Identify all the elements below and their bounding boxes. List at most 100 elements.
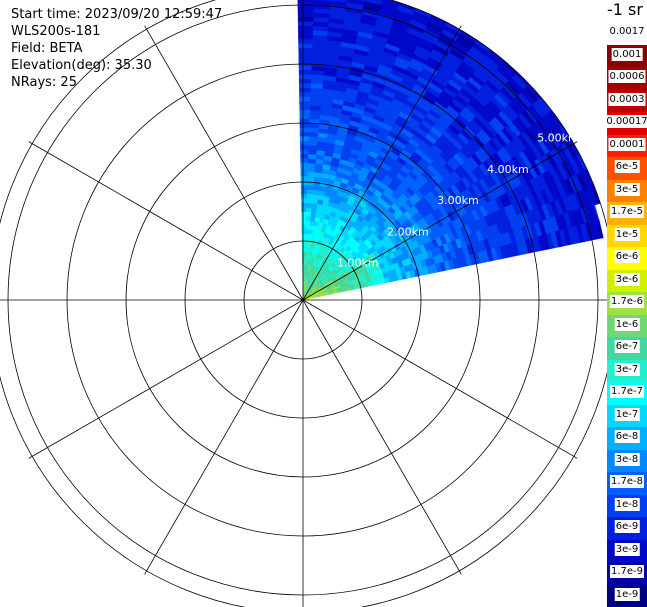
colorbar-swatch: 1.7e-8 [607, 472, 647, 495]
range-gate-cell [299, 100, 312, 106]
colorbar-swatch: 0.0017 [607, 22, 647, 45]
elevation-label: Elevation(deg): 35.30 [11, 58, 152, 73]
range-ring-label: 2.00km [387, 226, 429, 239]
range-gate-cell [298, 74, 313, 80]
colorbar-tick-label: 6e-7 [614, 340, 640, 353]
colorbar-swatch: 1e-9 [607, 584, 647, 607]
colorbar-swatch: 6e-6 [607, 247, 647, 270]
azimuth-spoke [302, 141, 578, 301]
range-gate-cell [299, 109, 312, 115]
colorbar-swatch: 1.7e-6 [607, 292, 647, 315]
colorbar-swatch: 6e-5 [607, 157, 647, 180]
range-gate-cell [300, 162, 310, 168]
range-gate-cell [300, 180, 309, 186]
range-gate-cell [297, 7, 316, 13]
range-gate-cell [307, 162, 317, 169]
colorbar-tick-label: 1.7e-5 [609, 205, 645, 218]
range-ring-label: 3.00km [437, 194, 479, 207]
colorbar-tick-label: 3e-8 [614, 452, 640, 466]
colorbar-swatch: 3e-7 [607, 359, 647, 382]
range-gate-cell [298, 60, 314, 66]
colorbar-tick-label: 1e-5 [614, 227, 640, 241]
colorbar-swatch: 1e-7 [607, 404, 647, 427]
range-gate-cell [330, 0, 350, 3]
range-gate-cell [300, 144, 310, 150]
colorbar-tick-label: 0.0017 [608, 25, 646, 38]
colorbar-tick-label: 3e-7 [614, 362, 640, 376]
range-gate-cell [308, 153, 318, 160]
colorbar-swatch: 1.7e-9 [607, 562, 647, 585]
range-gate-cell [298, 51, 314, 58]
azimuth-spoke [302, 25, 462, 301]
nrays-label: NRays: 25 [11, 75, 77, 90]
colorbar-swatch: 3e-6 [607, 269, 647, 292]
range-gate-cell [298, 47, 315, 53]
colorbar-swatch: 0.00017 [605, 112, 647, 135]
range-gate-cell [300, 184, 309, 190]
azimuth-spoke [302, 299, 462, 575]
range-gate-cell [298, 34, 315, 40]
range-ring-label: 4.00km [487, 163, 529, 176]
azimuth-spoke [144, 299, 304, 575]
range-gate-cell [299, 91, 313, 97]
polar-grid [0, 0, 607, 607]
colorbar-swatch: 1.7e-5 [607, 202, 647, 225]
range-gate-cell [299, 96, 312, 102]
range-gate-cell [300, 189, 308, 195]
colorbar-tick-label: 6e-8 [614, 430, 640, 443]
range-gate-cell [299, 118, 312, 124]
range-gate-cell [298, 78, 313, 84]
azimuth-spoke [302, 299, 578, 459]
colorbar-tick-label: 6e-5 [614, 160, 640, 173]
colorbar-swatch: 1e-8 [607, 494, 647, 517]
colorbar-tick-label: 1.7e-8 [609, 475, 645, 488]
range-gate-cell [297, 12, 316, 18]
range-gate-cell [297, 16, 316, 22]
colorbar-swatch: 0.001 [607, 44, 647, 67]
colorbar-tick-label: 1.7e-9 [609, 565, 645, 578]
range-gate-cell [298, 29, 315, 35]
range-ring-labels: 1.00km 2.00km 3.00km 4.00km 5.00km [337, 132, 579, 270]
colorbar-tick-label: 1e-6 [614, 317, 640, 331]
range-gate-cell [297, 21, 316, 27]
colorbar-swatch: 3e-8 [607, 449, 647, 472]
range-gate-cell [300, 149, 310, 155]
azimuth-spoke [144, 25, 304, 301]
colorbar-swatch: 0.0006 [607, 67, 647, 90]
range-gate-cell [297, 25, 316, 31]
colorbar-swatch: 6e-8 [607, 427, 647, 450]
range-gate-cell [300, 158, 310, 164]
range-gate-cell [298, 69, 314, 75]
colorbar-tick-label: 1e-8 [614, 497, 640, 511]
range-gate-cell [301, 202, 308, 208]
colorbar-tick-label: 0.0001 [608, 137, 646, 151]
range-gate-cell [297, 0, 317, 5]
range-gate-cell [321, 0, 333, 1]
colorbar-unit: -1 sr [607, 0, 643, 19]
range-gate-cell [298, 56, 314, 62]
range-gate-cell [597, 219, 604, 239]
colorbar-tick-label: 3e-5 [614, 182, 640, 196]
range-gate-cell [299, 122, 311, 128]
range-gate-cell [298, 43, 315, 49]
colorbar-tick-label: 6e-9 [614, 520, 640, 533]
range-gate-cell [301, 211, 308, 217]
colorbar-tick-label: 3e-9 [614, 542, 640, 556]
colorbar-tick-label: 0.001 [611, 47, 643, 61]
colorbar-tick-label: 3e-6 [614, 272, 640, 286]
range-gate-cell [299, 105, 312, 111]
range-gate-cell [299, 87, 313, 93]
colorbar-swatch: 6e-9 [607, 517, 647, 540]
colorbar-swatch: 0.0003 [607, 89, 647, 112]
instrument-label: WLS200s-181 [11, 24, 101, 39]
colorbar-tick-label: 6e-6 [614, 250, 640, 263]
range-gate-cell [297, 3, 316, 9]
range-gate-cell [300, 197, 308, 203]
range-gate-cell [299, 140, 311, 146]
range-ring-label: 5.00km [537, 132, 579, 145]
range-gate-cell [299, 131, 311, 137]
colorbar-tick-label: 1.7e-6 [609, 295, 645, 308]
field-label: Field: BETA [11, 41, 83, 56]
range-gate-cell [300, 171, 309, 177]
colorbar-tick-label: 0.00017 [605, 115, 647, 128]
